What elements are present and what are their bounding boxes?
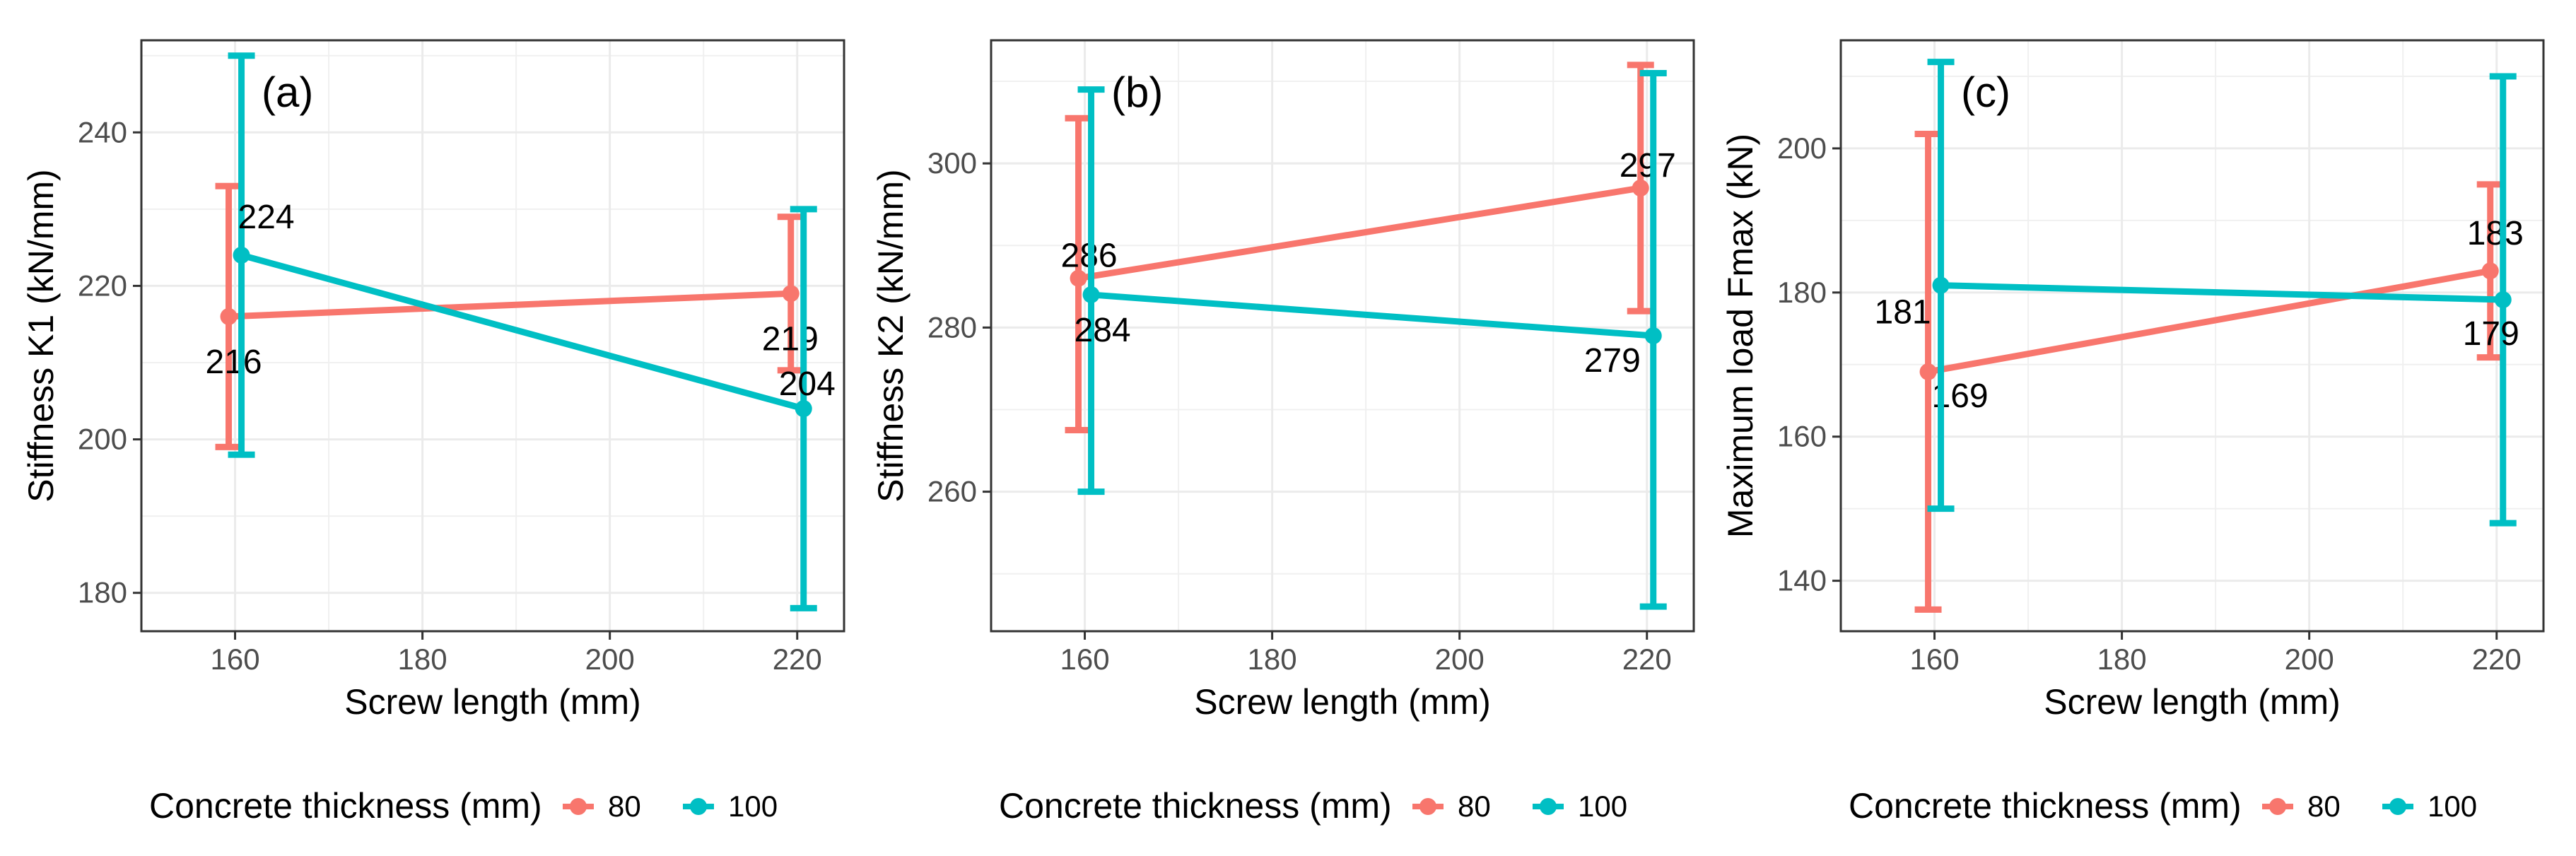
data-point <box>795 400 812 418</box>
legend-label: 100 <box>728 790 778 823</box>
y-tick-label: 220 <box>78 269 127 302</box>
legend-title: Concrete thickness (mm) <box>149 786 542 826</box>
data-point <box>233 247 250 264</box>
legend-label: 80 <box>608 790 641 823</box>
y-tick-label: 300 <box>927 146 977 180</box>
y-axis-title: Maximum load Fmax (kN) <box>1721 134 1760 538</box>
data-point <box>1082 286 1100 303</box>
x-axis-title: Screw length (mm) <box>344 682 641 722</box>
legend-label: 80 <box>1458 790 1491 823</box>
series-line <box>1925 267 2494 375</box>
data-label: 279 <box>1584 342 1641 380</box>
panel-border <box>1839 39 2545 633</box>
legend-label: 100 <box>1578 790 1627 823</box>
legend-key-point <box>2269 798 2286 815</box>
data-label: 224 <box>238 199 295 236</box>
chart-panel: 160 180 200 220 140 160 180 200 Screw length (mm… <box>1721 39 2545 826</box>
y-tick-label: 180 <box>1777 276 1827 309</box>
x-tick-label: 180 <box>2097 643 2147 676</box>
x-axis-title: Screw length (mm) <box>2044 682 2341 722</box>
data-point <box>1932 276 1950 294</box>
panel-label: (b) <box>1111 69 1163 116</box>
x-tick-label: 160 <box>1060 643 1109 676</box>
data-label: 183 <box>2467 215 2524 252</box>
y-tick-label: 240 <box>78 115 127 148</box>
panel-border <box>990 39 1695 633</box>
y-tick-label: 200 <box>1777 131 1827 165</box>
legend-label: 100 <box>2428 790 2477 823</box>
y-tick-label: 160 <box>1777 420 1827 453</box>
series-line <box>238 252 807 412</box>
series-line <box>1938 282 2507 303</box>
data-point <box>782 285 800 303</box>
legend-title: Concrete thickness (mm) <box>999 786 1392 826</box>
data-point <box>1070 269 1087 287</box>
legend-key <box>1533 798 1564 815</box>
legend-key <box>563 798 594 815</box>
x-tick-label: 160 <box>1909 643 1959 676</box>
data-point <box>1644 327 1662 344</box>
legend-key-point <box>1419 798 1436 815</box>
panel-label: (a) <box>262 69 313 116</box>
data-label: 181 <box>1875 294 1931 332</box>
y-tick-label: 260 <box>927 475 977 508</box>
legend-title: Concrete thickness (mm) <box>1849 786 2242 826</box>
x-tick-label: 200 <box>585 643 635 676</box>
legend-key <box>1412 798 1444 815</box>
data-point <box>1919 363 1937 380</box>
data-label: 179 <box>2463 315 2519 353</box>
plot-background <box>141 40 844 631</box>
legend-label: 80 <box>2307 790 2341 823</box>
legend-key <box>2382 798 2413 815</box>
data-point <box>220 307 238 325</box>
x-axis-title: Screw length (mm) <box>1194 682 1491 722</box>
y-axis-title: Stiffness K2 (kN/mm) <box>871 169 911 502</box>
data-label: 204 <box>779 365 836 403</box>
data-point <box>2481 262 2499 280</box>
legend-key-point <box>690 798 707 815</box>
x-tick-label: 160 <box>210 643 259 676</box>
series-line <box>226 290 795 320</box>
series-line <box>1075 184 1644 282</box>
x-tick-label: 200 <box>1435 643 1485 676</box>
chart-panel: 160 180 200 220 180 200 220 240 Screw length (mm… <box>21 39 845 826</box>
legend: Concrete thickness (mm) 80 100 <box>999 786 1627 826</box>
x-tick-label: 220 <box>1622 643 1672 676</box>
legend-key-point <box>1540 798 1557 815</box>
legend-key <box>2262 798 2293 815</box>
y-tick-label: 200 <box>78 423 127 456</box>
data-point <box>2494 291 2512 309</box>
panel-border <box>140 39 845 633</box>
data-label: 284 <box>1075 312 1131 349</box>
data-point <box>1632 180 1649 197</box>
legend-key-point <box>570 798 587 815</box>
x-tick-label: 220 <box>773 643 822 676</box>
data-label: 297 <box>1620 147 1676 184</box>
data-label: 216 <box>206 344 262 381</box>
x-tick-label: 200 <box>2285 643 2334 676</box>
data-label: 219 <box>762 320 819 358</box>
series-line <box>1088 291 1657 339</box>
y-tick-label: 140 <box>1777 564 1827 597</box>
x-tick-label: 180 <box>398 643 447 676</box>
y-tick-label: 180 <box>78 576 127 609</box>
chart-panel: 160 180 200 220 260 280 300 Screw length (mm) St… <box>871 39 1695 826</box>
x-tick-label: 180 <box>1248 643 1297 676</box>
legend: Concrete thickness (mm) 80 100 <box>149 786 778 826</box>
y-axis-title: Stiffness K1 (kN/mm) <box>21 169 61 502</box>
plot-background <box>991 40 1694 631</box>
legend: Concrete thickness (mm) 80 100 <box>1849 786 2477 826</box>
legend-key <box>683 798 714 815</box>
x-tick-label: 220 <box>2472 643 2522 676</box>
y-tick-label: 280 <box>927 310 977 344</box>
legend-key-point <box>2389 798 2406 815</box>
plot-background <box>1841 40 2543 631</box>
panel-label: (c) <box>1961 69 2010 116</box>
